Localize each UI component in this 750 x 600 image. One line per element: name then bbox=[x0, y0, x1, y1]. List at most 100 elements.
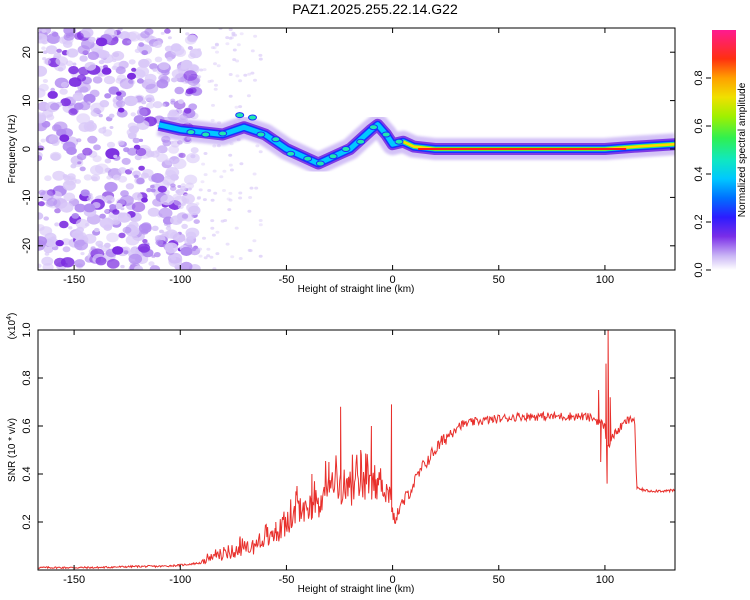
noise-speckle bbox=[113, 99, 118, 103]
noise-speckle bbox=[68, 66, 79, 75]
x-tick-label: 100 bbox=[596, 574, 614, 586]
noise-speckle bbox=[90, 174, 101, 182]
noise-speckle bbox=[165, 226, 172, 231]
noise-speckle bbox=[54, 208, 61, 214]
noise-speckle bbox=[99, 217, 114, 229]
noise-speckle bbox=[160, 31, 165, 35]
noise-speckle bbox=[255, 144, 260, 148]
noise-speckle bbox=[127, 132, 137, 140]
noise-speckle bbox=[171, 77, 178, 83]
noise-speckle bbox=[82, 147, 93, 156]
noise-speckle bbox=[128, 264, 142, 270]
noise-speckle bbox=[43, 216, 49, 221]
figure-title: PAZ1.2025.255.22.14.G22 bbox=[292, 1, 458, 17]
noise-speckle bbox=[197, 195, 202, 199]
noise-speckle bbox=[249, 186, 254, 190]
noise-speckle bbox=[146, 102, 155, 109]
noise-speckle bbox=[76, 226, 84, 233]
noise-speckle bbox=[202, 198, 207, 202]
noise-speckle bbox=[118, 167, 127, 174]
noise-speckle bbox=[141, 100, 147, 105]
noise-speckle bbox=[104, 181, 118, 193]
y-tick-label: 0.2 bbox=[21, 514, 33, 529]
noise-speckle bbox=[216, 64, 221, 68]
noise-speckle bbox=[104, 209, 110, 214]
noise-speckle bbox=[214, 43, 219, 47]
noise-speckle bbox=[71, 213, 80, 219]
noise-speckle bbox=[111, 50, 125, 61]
noise-speckle bbox=[138, 42, 145, 47]
noise-speckle bbox=[95, 256, 107, 266]
noise-speckle bbox=[225, 36, 230, 40]
noise-speckle bbox=[183, 70, 198, 81]
noise-speckle bbox=[109, 126, 114, 129]
noise-speckle bbox=[111, 65, 118, 71]
noise-speckle bbox=[238, 257, 243, 260]
colorbar-tick-label: 0.8 bbox=[693, 70, 705, 85]
snr-y-label: SNR (10 * v/v) bbox=[7, 418, 18, 482]
noise-speckle bbox=[62, 141, 76, 152]
noise-speckle bbox=[61, 81, 69, 88]
noise-speckle bbox=[136, 108, 148, 117]
noise-speckle bbox=[180, 186, 187, 191]
noise-speckle bbox=[111, 218, 121, 225]
noise-speckle bbox=[164, 242, 179, 254]
noise-speckle bbox=[38, 155, 43, 162]
noise-speckle bbox=[131, 67, 137, 72]
noise-speckle bbox=[130, 112, 136, 117]
noise-speckle bbox=[139, 60, 148, 67]
noise-speckle bbox=[115, 66, 126, 75]
noise-speckle bbox=[170, 44, 185, 56]
noise-speckle bbox=[87, 135, 98, 144]
noise-speckle bbox=[124, 95, 138, 107]
noise-speckle bbox=[188, 87, 197, 94]
x-tick-label: 0 bbox=[390, 574, 396, 586]
y-tick-label: 0.6 bbox=[21, 418, 33, 433]
noise-speckle bbox=[103, 64, 108, 69]
noise-speckle bbox=[234, 105, 239, 109]
noise-speckle bbox=[184, 174, 198, 185]
noise-speckle bbox=[141, 50, 148, 56]
noise-speckle bbox=[159, 229, 164, 234]
noise-speckle bbox=[125, 169, 132, 175]
y-tick-label: 10 bbox=[21, 94, 33, 106]
y-tick-label: 0.8 bbox=[21, 370, 33, 385]
noise-speckle bbox=[152, 68, 157, 72]
noise-speckle bbox=[133, 115, 145, 124]
noise-speckle bbox=[236, 43, 241, 47]
noise-speckle bbox=[95, 37, 108, 47]
noise-speckle bbox=[122, 226, 132, 234]
noise-speckle bbox=[228, 163, 233, 167]
noise-speckle bbox=[148, 261, 155, 267]
x-tick-label: -50 bbox=[278, 274, 294, 286]
noise-speckle bbox=[229, 168, 234, 172]
noise-speckle bbox=[166, 57, 173, 62]
noise-speckle bbox=[155, 239, 164, 246]
noise-speckle bbox=[75, 218, 89, 229]
noise-speckle bbox=[104, 93, 112, 99]
noise-speckle bbox=[38, 83, 49, 92]
noise-speckle bbox=[98, 60, 105, 65]
noise-speckle bbox=[258, 254, 263, 258]
snr-plot-area bbox=[38, 330, 675, 570]
noise-speckle bbox=[66, 48, 79, 58]
spectrogram-image bbox=[38, 28, 675, 270]
noise-speckle bbox=[212, 267, 217, 270]
noise-speckle bbox=[68, 108, 78, 116]
noise-speckle bbox=[153, 252, 161, 258]
noise-speckle bbox=[131, 201, 146, 213]
noise-speckle bbox=[247, 209, 252, 213]
noise-speckle bbox=[173, 195, 187, 207]
noise-speckle bbox=[161, 103, 166, 107]
noise-speckle bbox=[144, 73, 157, 83]
noise-speckle bbox=[125, 234, 140, 246]
noise-speckle bbox=[186, 202, 199, 213]
noise-speckle bbox=[83, 203, 96, 213]
noise-speckle bbox=[253, 34, 258, 38]
ridge-blob bbox=[356, 138, 366, 145]
ridge-blob bbox=[256, 131, 266, 138]
noise-speckle bbox=[104, 158, 112, 164]
noise-speckle bbox=[51, 31, 59, 37]
noise-speckle bbox=[247, 248, 252, 252]
noise-speckle bbox=[212, 144, 217, 148]
